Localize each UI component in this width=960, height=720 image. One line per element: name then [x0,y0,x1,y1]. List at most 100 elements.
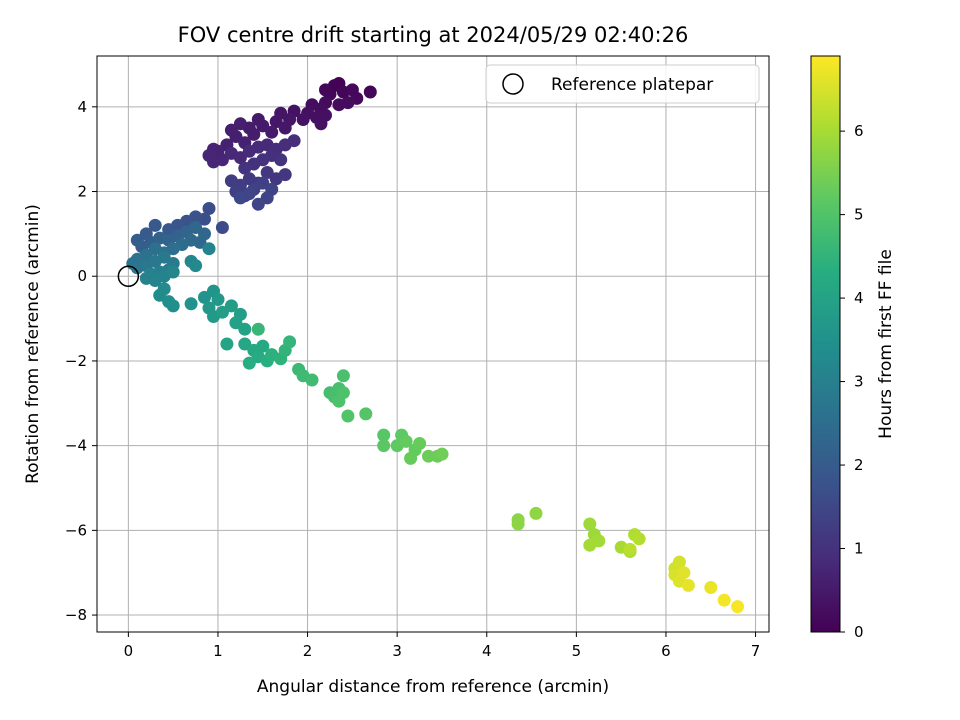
reference-marker-group [117,265,140,287]
colorbar: 0 1 2 3 4 5 6 Hours from first FF file [810,55,896,641]
data-point [251,197,265,211]
colorbar-tick-label: 1 [854,540,864,558]
data-point [251,322,265,336]
x-axis-label: Angular distance from reference (arcmin) [257,677,609,697]
data-point [224,123,238,137]
data-point [413,437,427,450]
data-point [153,288,167,302]
data-point [336,369,350,383]
data-point [220,337,234,351]
data-point [377,439,391,453]
data-point [283,335,297,349]
data-point [583,517,597,531]
legend-entry-label: Reference platepar [551,75,713,95]
plot-area: 0 1 2 3 4 5 6 7 −8 −6 −4 −2 0 2 4 [65,55,770,660]
data-point [731,600,745,614]
data-point [233,191,247,205]
data-point [148,218,162,232]
data-point [704,581,718,594]
data-point [198,290,211,304]
x-tick-label: 5 [572,642,582,660]
data-point [278,121,292,135]
data-point [211,293,225,306]
data-point [314,117,328,131]
data-point [251,113,265,126]
data-point [274,153,288,167]
data-point [529,506,543,520]
colorbar-tick-label: 6 [854,122,864,140]
data-point [717,593,731,607]
data-point [202,242,216,256]
data-point [677,566,691,580]
data-point [435,447,449,461]
data-point [269,172,283,186]
colorbar-tick-label: 0 [854,623,864,641]
x-tick-label: 0 [124,642,134,660]
data-point [215,305,229,319]
data-point [184,297,198,311]
legend-marker [502,73,524,95]
data-point [189,259,203,273]
data-point [202,202,216,215]
y-tick-label: −4 [65,437,87,455]
data-point [215,221,229,234]
data-point [341,409,355,423]
x-tick-label: 2 [303,642,313,660]
data-point [422,449,435,463]
grid [97,56,769,632]
colorbar-tick-label: 2 [854,456,864,474]
data-point [404,451,418,465]
colorbar-tick-label: 3 [854,373,864,391]
x-axis-ticks: 0 1 2 3 4 5 6 7 [124,632,761,660]
x-tick-label: 3 [392,642,402,660]
data-point [359,407,373,421]
y-tick-label: 0 [77,267,87,285]
x-tick-label: 4 [482,642,492,660]
data-point [296,113,310,126]
data-point [623,542,637,556]
data-point [260,166,274,179]
data-point [399,434,413,448]
chart-title: FOV centre drift starting at 2024/05/29 … [178,23,689,47]
colorbar-label: Hours from first FF file [876,249,896,439]
data-point [166,265,180,279]
y-tick-label: −6 [65,521,87,539]
plot-background [97,56,769,632]
legend-box [485,64,760,104]
colorbar-ticks: 0 1 2 3 4 5 6 [840,122,864,641]
y-tick-label: −2 [65,352,87,370]
data-point [681,578,695,592]
data-point [332,394,346,408]
colorbar-gradient [810,55,841,633]
data-point [242,356,256,370]
colorbar-tick-label: 5 [854,206,864,224]
scatter-points [126,77,745,614]
data-point [363,85,377,99]
y-tick-label: −8 [65,606,87,624]
data-point [511,517,525,531]
y-tick-label: 4 [77,98,87,116]
y-axis-ticks: −8 −6 −4 −2 0 2 4 [65,98,97,624]
data-point [157,250,171,264]
x-tick-label: 6 [661,642,671,660]
plot-frame [96,55,770,633]
data-point [166,299,180,313]
reference-marker [117,265,140,287]
data-point [238,161,252,175]
data-point [332,98,346,112]
data-point [238,322,252,336]
data-point [632,532,646,546]
data-point [269,115,283,129]
data-point [224,299,238,313]
data-point [233,117,247,131]
legend[interactable]: Reference platepar [485,64,760,104]
data-point [215,153,229,167]
data-point [224,174,238,188]
x-tick-label: 1 [213,642,223,660]
x-tick-label: 7 [751,642,761,660]
data-point [287,134,301,148]
colorbar-tick-label: 4 [854,289,864,307]
data-point [672,555,686,569]
data-point [256,339,270,353]
